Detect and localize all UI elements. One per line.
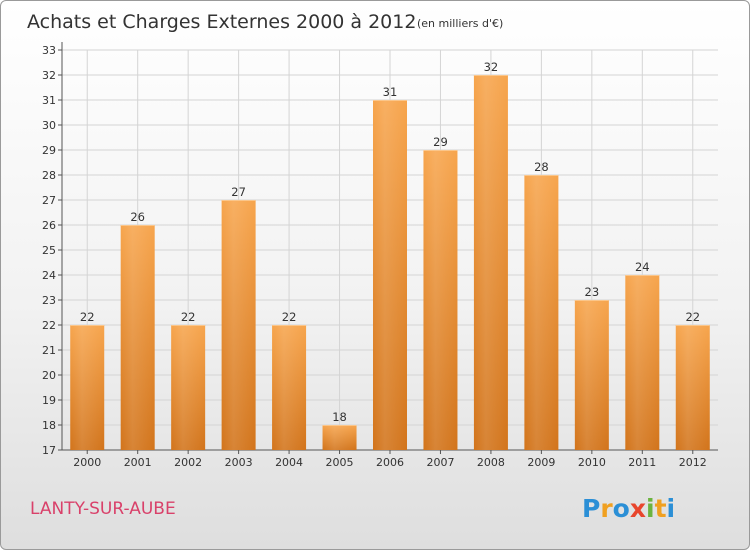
x-tick-label-2010: 2010 xyxy=(578,456,606,469)
value-label-2009: 28 xyxy=(534,160,549,174)
y-tick-label: 25 xyxy=(42,244,56,257)
bar-shine-2009 xyxy=(524,175,559,450)
y-tick-label: 20 xyxy=(42,369,56,382)
value-label-2002: 22 xyxy=(181,310,196,324)
value-label-2001: 26 xyxy=(130,210,145,224)
bar-shine-2005 xyxy=(322,425,357,450)
chart-unit: (en milliers d'€) xyxy=(417,17,503,30)
proxiti-logo-text: Proxiti xyxy=(582,494,675,523)
logo-letter: i xyxy=(646,494,655,523)
value-label-2011: 24 xyxy=(635,260,650,274)
y-tick-label: 33 xyxy=(42,44,56,57)
y-tick-label: 19 xyxy=(42,394,56,407)
x-tick-label-2009: 2009 xyxy=(527,456,555,469)
x-tick-label-2005: 2005 xyxy=(326,456,354,469)
bar-shine-2008 xyxy=(473,75,508,450)
y-tick-label: 17 xyxy=(42,444,56,457)
bar-shine-2000 xyxy=(70,325,105,450)
logo-letter: i xyxy=(667,494,676,523)
value-label-2000: 22 xyxy=(80,310,95,324)
x-tick-label-2002: 2002 xyxy=(174,456,202,469)
bar-shine-2001 xyxy=(120,225,155,450)
y-tick-label: 28 xyxy=(42,169,56,182)
x-tick-label-2006: 2006 xyxy=(376,456,404,469)
x-tick-label-2001: 2001 xyxy=(124,456,152,469)
y-tick-label: 31 xyxy=(42,94,56,107)
x-tick-label-2012: 2012 xyxy=(679,456,707,469)
y-tick-label: 21 xyxy=(42,344,56,357)
y-tick-label: 26 xyxy=(42,219,56,232)
bar-shine-2006 xyxy=(373,100,407,450)
bar-shine-2011 xyxy=(625,275,660,450)
y-tick-label: 18 xyxy=(42,419,56,432)
x-axis-ticks: 2000 2001 2002 2003 2004 2005 2006 2007 2008 2009… xyxy=(73,450,707,469)
y-tick-label: 30 xyxy=(42,119,56,132)
logo-letter: r xyxy=(600,494,613,523)
logo-letter: o xyxy=(613,494,630,523)
value-label-2007: 29 xyxy=(433,135,448,149)
x-tick-label-2000: 2000 xyxy=(73,456,101,469)
bar-shine-2002 xyxy=(171,325,206,450)
value-label-2003: 27 xyxy=(231,185,246,199)
x-tick-label-2004: 2004 xyxy=(275,456,303,469)
bars xyxy=(70,75,710,450)
logo-letter: t xyxy=(655,494,667,523)
commune-name: LANTY-SUR-AUBE xyxy=(30,499,176,519)
y-tick-label: 32 xyxy=(42,69,56,82)
bar-shine-2003 xyxy=(221,200,256,450)
bar-shine-2007 xyxy=(423,150,458,450)
bar-shine-2012 xyxy=(675,325,710,450)
y-tick-label: 24 xyxy=(42,269,56,282)
value-labels: 22 26 22 27 22 18 31 29 32 28 23 24 22 xyxy=(80,60,700,424)
x-tick-label-2003: 2003 xyxy=(225,456,253,469)
y-tick-label: 27 xyxy=(42,194,56,207)
logo-letter: x xyxy=(630,494,646,523)
bar-shine-2004 xyxy=(272,325,307,450)
x-tick-label-2011: 2011 xyxy=(628,456,656,469)
x-tick-label-2007: 2007 xyxy=(426,456,454,469)
value-label-2010: 23 xyxy=(585,285,600,299)
y-axis-ticks: 17 18 19 20 21 22 23 24 25 26 27 28 29 30 31 32 33 xyxy=(42,44,62,457)
value-label-2004: 22 xyxy=(282,310,297,324)
y-tick-label: 22 xyxy=(42,319,56,332)
value-label-2005: 18 xyxy=(332,410,347,424)
y-tick-label: 29 xyxy=(42,144,56,157)
value-label-2006: 31 xyxy=(383,85,398,99)
x-tick-label-2008: 2008 xyxy=(477,456,505,469)
logo-letter: P xyxy=(582,494,600,523)
proxiti-logo: Proxiti xyxy=(582,494,675,523)
bar-shine-2010 xyxy=(574,300,609,450)
y-tick-label: 23 xyxy=(42,294,56,307)
chart-title: Achats et Charges Externes 2000 à 2012 xyxy=(27,11,416,33)
value-label-2012: 22 xyxy=(685,310,700,324)
value-label-2008: 32 xyxy=(484,60,499,74)
